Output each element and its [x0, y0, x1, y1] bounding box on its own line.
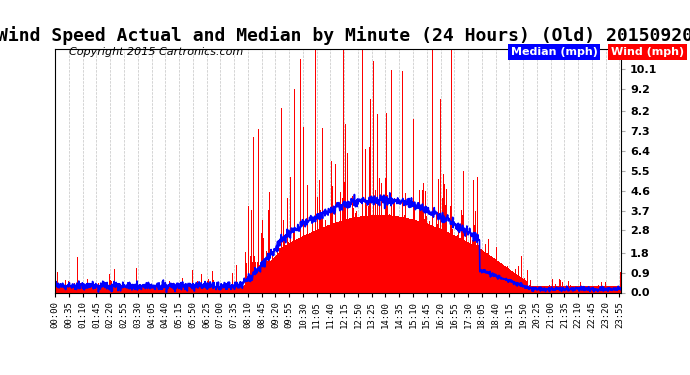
- Text: Wind (mph): Wind (mph): [611, 47, 684, 57]
- Text: Copyright 2015 Cartronics.com: Copyright 2015 Cartronics.com: [69, 47, 244, 57]
- Text: Wind Speed Actual and Median by Minute (24 Hours) (Old) 20150920: Wind Speed Actual and Median by Minute (…: [0, 26, 690, 45]
- Text: Median (mph): Median (mph): [511, 47, 598, 57]
